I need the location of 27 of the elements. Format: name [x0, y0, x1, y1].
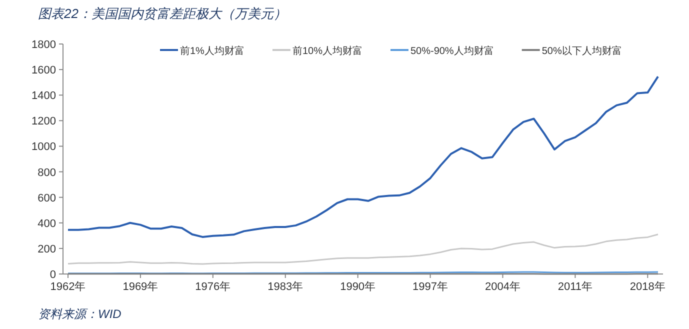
- y-tick-label: 200: [38, 243, 56, 256]
- x-tick-label: 1976年: [195, 281, 231, 293]
- x-tick-label: 1990年: [340, 281, 376, 293]
- legend-label: 前10%人均财富: [292, 45, 362, 57]
- chart-title: 图表22：美国国内贫富差距极大（万美元）: [38, 6, 286, 21]
- line-series: [67, 76, 659, 238]
- legend-label: 前1%人均财富: [180, 45, 244, 57]
- x-tick-label: 2018年: [630, 281, 666, 293]
- y-tick-label: 1400: [32, 90, 56, 102]
- y-tick-label: 1600: [32, 64, 56, 77]
- x-tick-label: 1997年: [412, 281, 448, 293]
- y-tick-label: 400: [38, 218, 56, 230]
- text: 资料来源：WID: [38, 307, 122, 321]
- x-tick-label: 1962年: [50, 281, 86, 293]
- x-tick-label: 2011年: [558, 281, 593, 293]
- x-tick-label: 2004年: [484, 281, 520, 293]
- y-tick-label: 1000: [32, 141, 56, 154]
- x-tick-label: 1983年: [268, 281, 304, 293]
- legend-label: 50%-90%人均财富: [410, 45, 494, 57]
- line-series: [67, 234, 659, 265]
- x-tick-label: 1969年: [122, 281, 158, 293]
- y-tick-label: 1800: [32, 39, 56, 51]
- y-tick-label: 600: [38, 192, 56, 204]
- y-tick-label: 800: [38, 166, 56, 179]
- y-tick-label: 1200: [32, 116, 56, 128]
- legend-label: 50%以下人均财富: [542, 45, 622, 57]
- y-tick-label: 0: [50, 269, 56, 281]
